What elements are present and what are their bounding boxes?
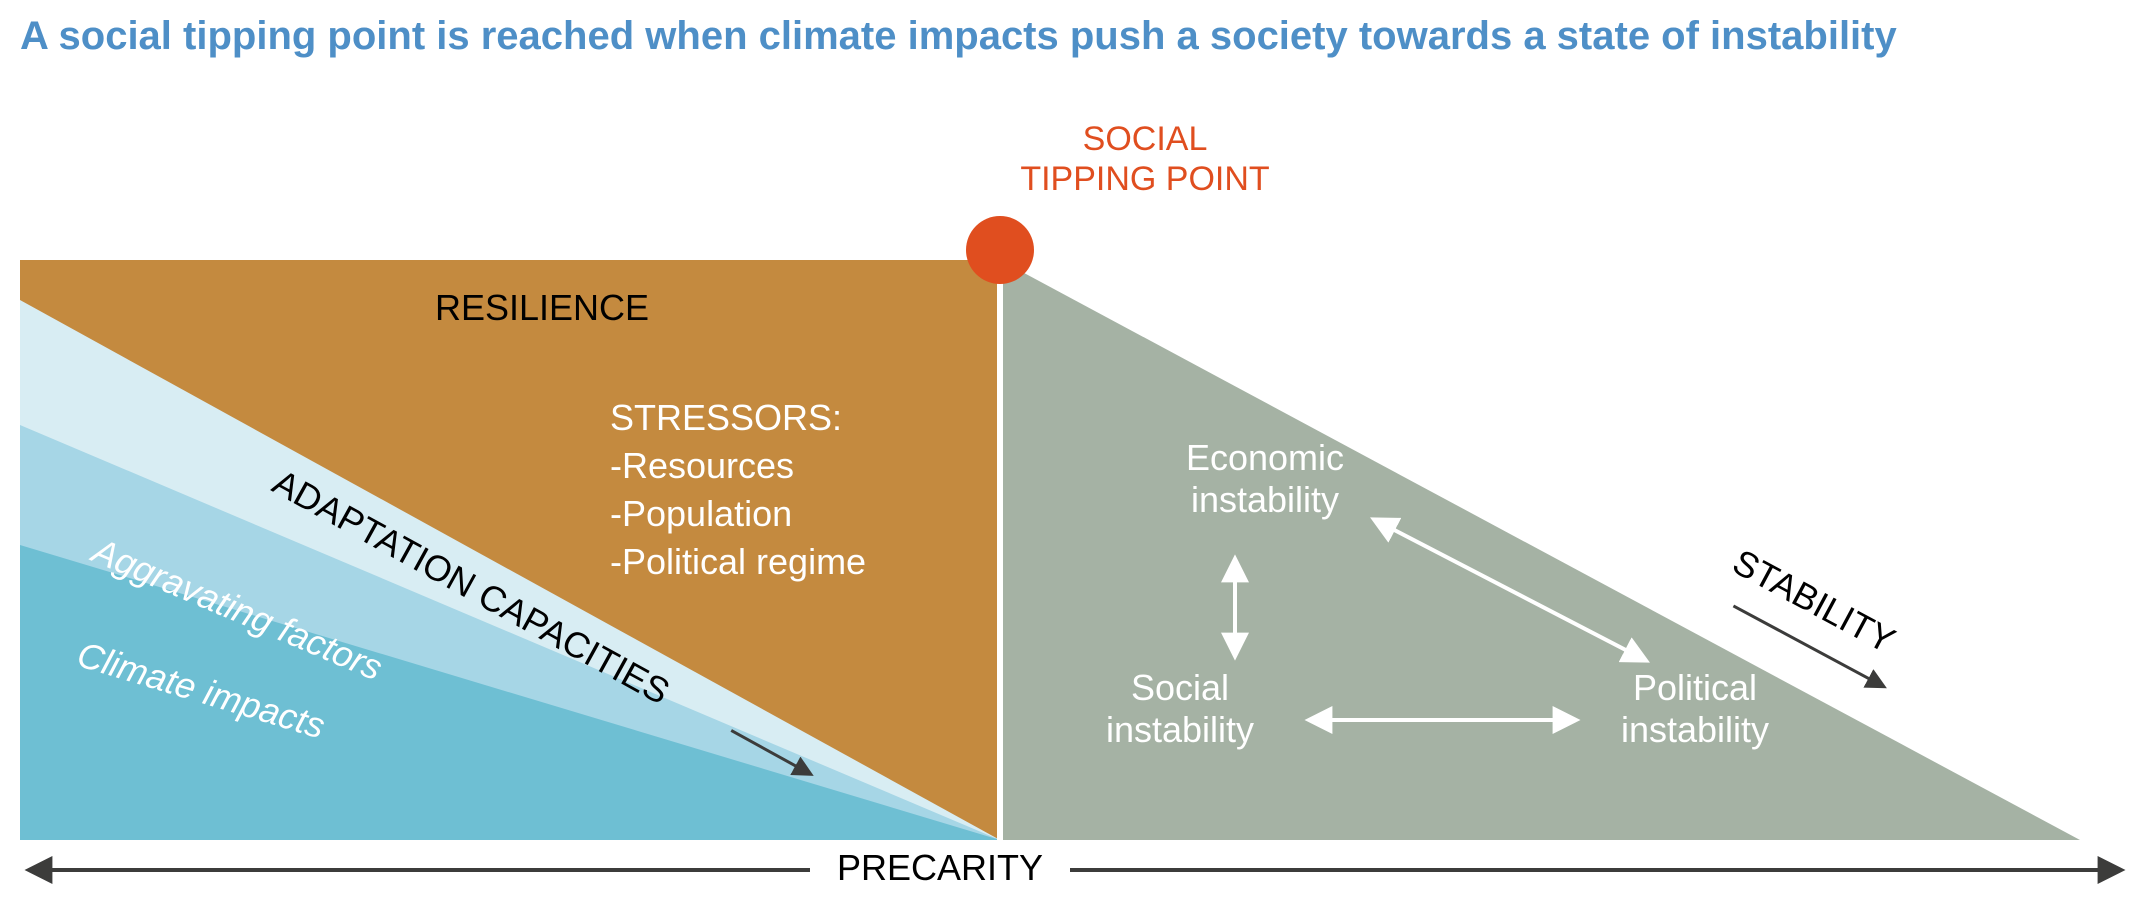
diagram-svg: SOCIALTIPPING POINT RESILIENCE STRESSORS: -… — [0, 0, 2152, 915]
stressors-title: STRESSORS: — [610, 397, 842, 438]
tipping-point-label-2: TIPPING POINT — [1020, 160, 1269, 198]
resilience-label: RESILIENCE — [435, 287, 649, 328]
stressors-item: -Political regime — [610, 541, 866, 582]
political-instability-label: Politicalinstability — [1621, 667, 1769, 750]
instability-region — [1000, 260, 2080, 840]
precarity-label: PRECARITY — [837, 847, 1043, 888]
tipping-point-marker — [966, 216, 1034, 284]
economic-instability-label: Economicinstability — [1186, 437, 1344, 520]
tipping-point-label-1: SOCIAL — [1083, 120, 1208, 158]
stressors-item: -Resources — [610, 445, 794, 486]
stability-label: STABILITY — [1726, 541, 1902, 661]
stressors-item: -Population — [610, 493, 792, 534]
